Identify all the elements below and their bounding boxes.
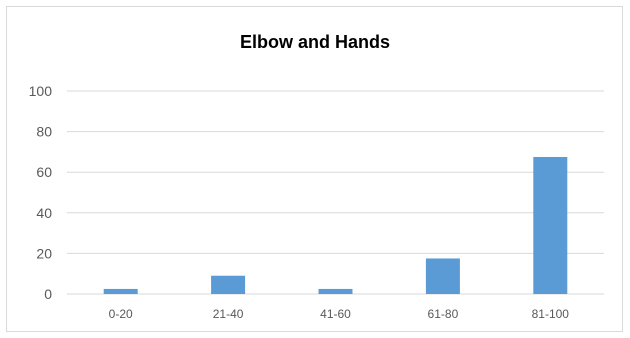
y-tick-label: 40 — [36, 205, 52, 221]
bar-21-40 — [211, 275, 246, 294]
bar-81-100 — [533, 156, 568, 294]
y-tick-label: 80 — [36, 124, 52, 140]
chart-title: Elbow and Hands — [239, 32, 390, 52]
y-tick-label: 20 — [36, 245, 52, 261]
y-tick-label: 60 — [36, 164, 52, 180]
bar-61-80 — [425, 258, 460, 294]
bar-41-60 — [318, 288, 353, 294]
x-tick-label: 0-20 — [109, 307, 133, 321]
x-tick-label: 41-60 — [320, 307, 351, 321]
y-tick-label: 0 — [44, 286, 52, 302]
y-tick-label: 100 — [29, 83, 53, 99]
x-tick-label: 61-80 — [428, 307, 459, 321]
x-tick-label: 21-40 — [213, 307, 244, 321]
x-tick-label: 81-100 — [532, 307, 570, 321]
bar-0-20 — [103, 288, 138, 294]
chart-frame — [6, 6, 623, 332]
